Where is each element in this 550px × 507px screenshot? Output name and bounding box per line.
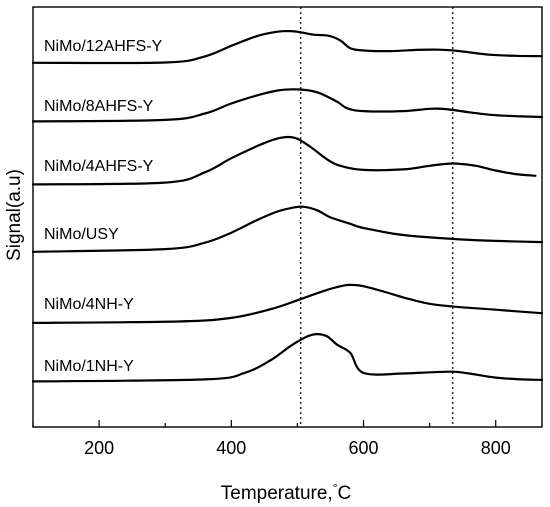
series-label-0: NiMo/12AHFS-Y — [44, 38, 163, 55]
x-tick-label-0: 200 — [84, 438, 114, 458]
x-axis-label-text: Temperature, — [221, 483, 333, 504]
x-tick-label-3: 800 — [481, 438, 511, 458]
series-curve-1 — [31, 88, 544, 123]
x-tick-label-1: 400 — [216, 438, 246, 458]
x-axis-label: Temperature,°C — [221, 481, 352, 504]
x-axis-ticks — [32, 420, 497, 427]
series-curve-2 — [31, 135, 537, 186]
x-axis-unit: °C — [333, 481, 352, 504]
series-label-4: NiMo/4NH-Y — [44, 296, 134, 313]
series-label-1: NiMo/8AHFS-Y — [44, 98, 154, 115]
series-curve-4 — [31, 283, 544, 324]
x-tick-label-2: 600 — [348, 438, 378, 458]
series-label-3: NiMo/USY — [44, 226, 119, 243]
series-curve-0 — [31, 29, 544, 65]
x-axis-tick-labels: 200 400 600 800 — [84, 438, 511, 458]
x-axis-unit-degree: ° — [333, 481, 338, 495]
reference-lines — [300, 7, 454, 427]
series-label-5: NiMo/1NH-Y — [44, 358, 134, 375]
series-curve-5 — [31, 333, 544, 383]
series-curves — [31, 29, 544, 383]
y-axis-label: Signal(a.u) — [4, 169, 25, 261]
series-label-2: NiMo/4AHFS-Y — [44, 158, 154, 175]
plot-frame — [32, 6, 543, 428]
series-labels: NiMo/12AHFS-Y NiMo/8AHFS-Y NiMo/4AHFS-Y NiM… — [44, 38, 163, 375]
x-axis-unit-letter: C — [338, 483, 352, 504]
series-curve-3 — [31, 205, 544, 253]
